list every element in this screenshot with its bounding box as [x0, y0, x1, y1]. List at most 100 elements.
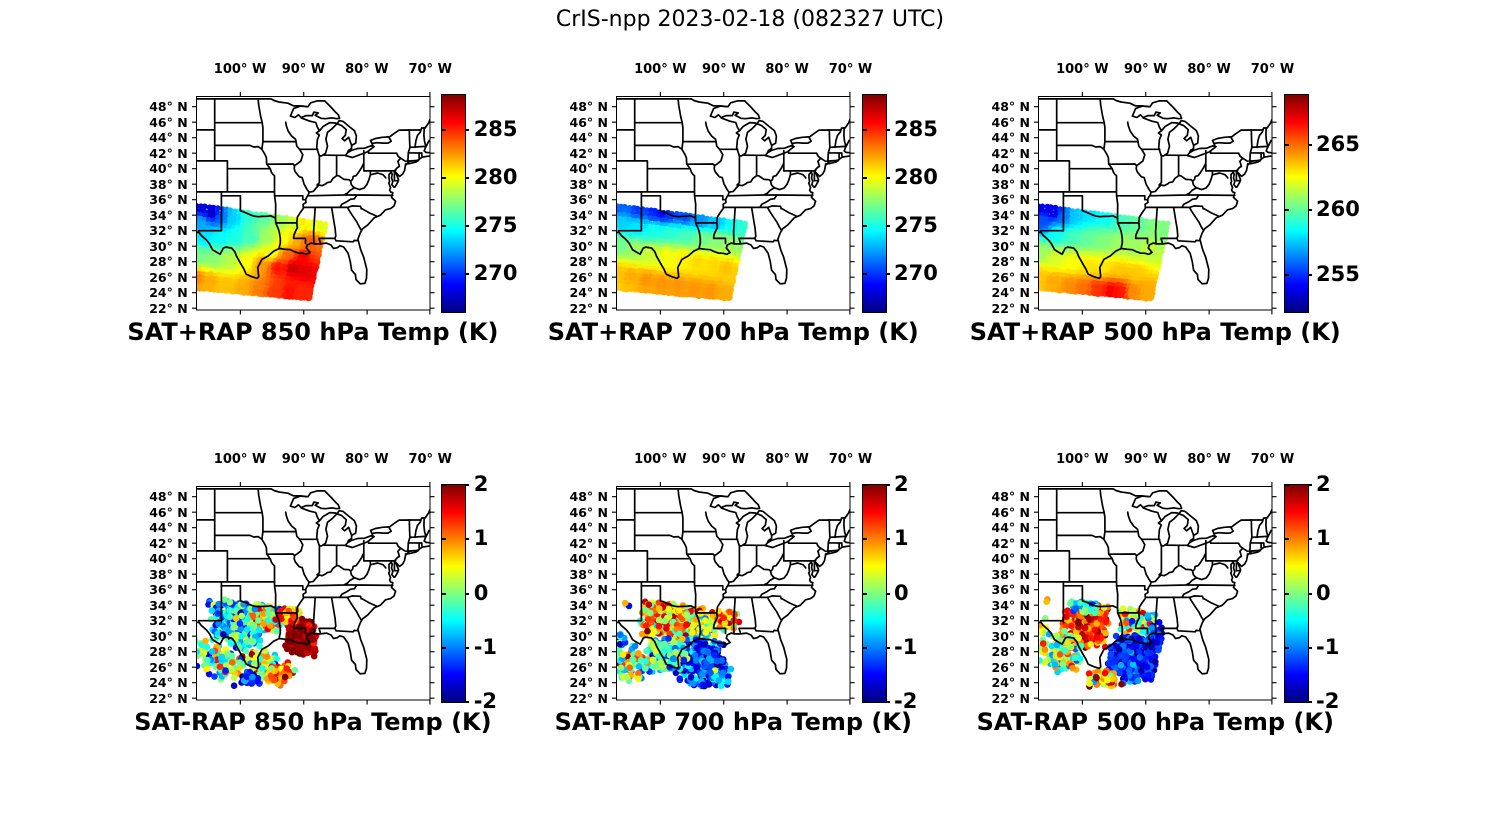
lat-tick-label: 44° N [569, 130, 608, 146]
colorbar-tick [862, 272, 867, 275]
axis-ticks [612, 92, 855, 315]
colorbar-tick [442, 176, 447, 179]
lon-tick-label: 90° W [702, 62, 746, 77]
panel-sat-minus-rap-500: 100° W 90° W 80° W 70° W 48° N 46° N 44° N 42° … [977, 452, 1340, 736]
lat-tick-label: 48° N [991, 489, 1030, 505]
lon-tick-label: 70° W [1250, 62, 1295, 77]
panel-sat-plus-rap-500: 100° W 90° W 80° W 70° W 48° N 46° N 44° N 42° … [970, 62, 1360, 346]
lat-tick-label: 28° N [991, 644, 1030, 660]
colorbar-tick [442, 701, 447, 703]
lon-tick-label: 70° W [828, 62, 873, 77]
lat-tick-label: 38° N [569, 566, 608, 582]
colorbar-tick [1284, 646, 1289, 649]
map-sat-plus-rap-500 [1034, 92, 1277, 315]
lat-tick-label: 32° N [149, 613, 188, 629]
colorbar-tick [465, 176, 470, 179]
lat-tick-label: 22° N [991, 300, 1030, 316]
colorbar-sat-plus-rap-850 [441, 94, 470, 313]
colorbar-sat-minus-rap-500 [1283, 484, 1312, 703]
data-layer-sat-minus-rap-700 [616, 598, 743, 690]
colorbar-tick [1307, 538, 1312, 541]
lon-tick-label: 80° W [1187, 452, 1231, 467]
colorbar-tick [885, 701, 890, 703]
colorbar-tick [862, 592, 867, 595]
colorbar-tick [1307, 592, 1312, 595]
colorbar-tick [885, 484, 890, 486]
colorbar-tick [465, 701, 470, 703]
lat-tick-label: 44° N [569, 520, 608, 536]
panel-sat-minus-rap-850: 100° W 90° W 80° W 70° W 48° N 46° N 44° N 42° … [134, 452, 497, 736]
lon-tick-label: 100° W [634, 452, 687, 467]
colorbar-tick-label: 280 [894, 164, 938, 189]
lat-tick-label: 28° N [991, 254, 1030, 270]
lat-tick-label: 22° N [569, 690, 608, 706]
lat-tick-label: 22° N [569, 300, 608, 316]
lat-tick-label: 44° N [991, 130, 1030, 146]
map-sat-minus-rap-850 [191, 482, 435, 705]
lat-tick-label: 28° N [149, 254, 188, 270]
lat-tick-label: 26° N [149, 269, 188, 285]
lat-tick-label: 36° N [569, 192, 608, 208]
colorbar-tick [1307, 208, 1312, 211]
lat-tick-label: 26° N [991, 269, 1030, 285]
map-frame [195, 96, 431, 311]
colorbar-tick [885, 538, 890, 541]
lat-tick-label: 36° N [991, 582, 1030, 598]
lat-tick-label: 46° N [149, 114, 188, 130]
colorbar-tick-label: -1 [473, 634, 498, 659]
lat-tick-label: 26° N [569, 269, 608, 285]
lon-tick-label: 90° W [281, 62, 326, 77]
colorbar-tick-label: -2 [894, 689, 918, 713]
lon-tick-label: 70° W [408, 62, 452, 77]
lat-tick-label: 40° N [991, 161, 1030, 177]
colorbar-tick [442, 224, 447, 227]
lat-tick-label: 24° N [569, 675, 608, 691]
figure-title: CrIS-npp 2023-02-18 (082327 UTC) [555, 7, 945, 32]
lat-tick-label: 32° N [569, 223, 608, 239]
lon-tick-label: 100° W [213, 452, 267, 467]
colorbar-tick-label: 285 [894, 116, 938, 141]
colorbar-tick [1284, 273, 1289, 276]
lat-tick-label: 30° N [991, 238, 1030, 254]
panel-title-sat-plus-rap-850: SAT+RAP 850 hPa Temp (K) [127, 318, 499, 346]
colorbar-tick [1284, 701, 1289, 703]
lat-tick-label: 40° N [991, 551, 1030, 567]
lat-tick-label: 26° N [569, 659, 608, 675]
lat-tick-label: 36° N [569, 582, 608, 598]
colorbar-tick [1307, 646, 1312, 649]
lat-tick-label: 22° N [149, 300, 188, 316]
lat-tick-label: 34° N [569, 207, 608, 223]
colorbar-tick [1284, 592, 1289, 595]
lon-tick-label: 70° W [408, 452, 452, 467]
data-layer-sat-minus-rap-500 [1038, 596, 1166, 690]
lat-tick-label: 38° N [991, 176, 1030, 192]
colorbar-tick [1284, 144, 1289, 147]
colorbar-tick [442, 484, 447, 486]
colorbar-tick [862, 224, 867, 227]
lat-tick-label: 24° N [149, 675, 188, 691]
lat-tick-label: 30° N [149, 628, 188, 644]
colorbar-tick [1284, 538, 1289, 541]
colorbar-tick [885, 224, 890, 227]
panel-title-sat-minus-rap-700: SAT-RAP 700 hPa Temp (K) [554, 708, 912, 736]
axis-ticks [1034, 482, 1277, 705]
lat-tick-label: 40° N [149, 161, 188, 177]
colorbar-tick [442, 538, 447, 541]
lon-tick-label: 90° W [281, 452, 326, 467]
axis-ticks [612, 482, 855, 705]
lat-tick-label: 34° N [149, 597, 188, 613]
colorbar-tick [885, 176, 890, 179]
colorbar-tick [1307, 144, 1312, 147]
colorbar-sat-plus-rap-700 [861, 94, 890, 313]
lat-tick-label: 44° N [991, 520, 1030, 536]
lat-tick-label: 44° N [149, 130, 188, 146]
lat-tick-label: 42° N [149, 535, 188, 551]
lon-tick-label: 90° W [702, 452, 746, 467]
lon-tick-label: 70° W [1250, 452, 1295, 467]
lat-tick-label: 48° N [569, 99, 608, 115]
panel-sat-minus-rap-700: 100° W 90° W 80° W 70° W 48° N 46° N 44° N 42° … [555, 452, 918, 736]
colorbar-tick [862, 538, 867, 541]
colorbar-tick-label: 280 [473, 164, 518, 189]
colorbar-tick-label: 1 [473, 526, 489, 551]
